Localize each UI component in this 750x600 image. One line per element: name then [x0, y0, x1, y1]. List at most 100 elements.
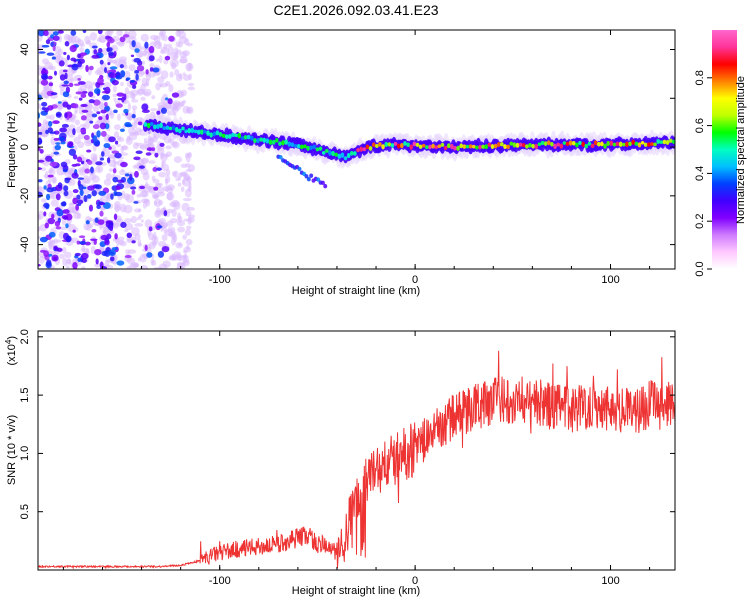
noise-speckle — [151, 240, 157, 247]
noise-speckle — [149, 108, 158, 112]
noise-blob — [61, 123, 69, 128]
noise-blob — [99, 59, 104, 65]
noise-blob — [57, 30, 64, 34]
noise-blob — [53, 245, 58, 251]
noise-speckle — [137, 208, 142, 213]
noise-blob — [115, 191, 123, 197]
noise-speckle — [127, 102, 132, 112]
noise-blob — [77, 177, 85, 180]
ridge-cell — [625, 141, 629, 148]
noise-blob — [104, 86, 111, 94]
noise-speckle — [149, 137, 156, 142]
noise-blob — [114, 140, 119, 145]
noise-blob — [57, 182, 63, 189]
ridge-cell — [647, 142, 651, 147]
ridge-cell — [268, 139, 273, 146]
noise-speckle — [79, 46, 84, 53]
noise-blob — [45, 204, 50, 210]
noise-blob — [161, 245, 170, 253]
ridge-cell — [218, 131, 223, 137]
noise-blob — [81, 109, 89, 113]
ridge-cell — [274, 138, 279, 143]
noise-blob — [85, 220, 90, 225]
noise-speckle — [89, 32, 98, 41]
noise-blob — [126, 232, 133, 239]
colorbar-tick-label: 0.6 — [694, 118, 706, 133]
noise-blob — [104, 66, 108, 74]
noise-speckle — [180, 186, 185, 193]
noise-speckle — [142, 183, 152, 193]
noise-blob — [62, 101, 69, 108]
noise-speckle — [126, 135, 131, 142]
noise-blob — [50, 92, 58, 96]
noise-blob — [97, 219, 105, 225]
ridge-cell — [234, 133, 238, 138]
noise-blob — [108, 249, 116, 256]
noise-blob — [80, 93, 87, 98]
ridge-cell — [287, 141, 292, 147]
noise-blob — [113, 51, 117, 57]
y-tick-label: 40 — [19, 43, 31, 55]
ridge-cell — [387, 142, 392, 147]
ridge-cell — [593, 140, 598, 146]
noise-blob — [111, 247, 118, 251]
noise-blob — [72, 154, 78, 160]
noise-speckle — [134, 223, 144, 227]
noise-speckle — [103, 178, 112, 186]
noise-blob — [71, 172, 79, 179]
noise-speckle — [103, 82, 112, 89]
noise-blob — [53, 151, 60, 155]
noise-blob — [135, 73, 139, 81]
ridge-cell — [628, 141, 632, 147]
noise-blob — [90, 166, 94, 174]
noise-speckle — [184, 228, 191, 236]
noise-speckle — [90, 153, 98, 162]
ridge-cell — [340, 152, 345, 158]
noise-blob — [145, 152, 152, 156]
noise-speckle — [185, 210, 192, 217]
noise-blob — [64, 177, 70, 184]
ridge-cell — [193, 129, 198, 134]
noise-speckle — [153, 266, 163, 269]
noise-blob — [72, 197, 78, 205]
ridge-cell — [224, 134, 229, 140]
ridge-cell — [321, 151, 326, 155]
noise-speckle — [164, 175, 171, 184]
noise-blob — [100, 109, 107, 114]
noise-blob — [95, 258, 99, 265]
noise-blob — [120, 221, 127, 229]
noise-speckle — [185, 168, 192, 173]
snr-x-tick-label: 0 — [412, 575, 418, 587]
colorbar-tick-label: 0.0 — [694, 261, 706, 276]
noise-speckle — [149, 63, 155, 69]
noise-blob — [53, 41, 57, 45]
ridge-cell — [500, 142, 504, 147]
ridge-cell — [546, 140, 551, 146]
noise-speckle — [172, 201, 181, 211]
noise-speckle — [186, 106, 194, 115]
noise-blob — [51, 213, 55, 219]
ridge-cell — [631, 139, 635, 145]
noise-blob — [149, 67, 154, 72]
ridge-cell — [390, 143, 395, 148]
branch-cell — [306, 176, 311, 182]
noise-speckle — [112, 93, 117, 98]
noise-speckle — [173, 170, 179, 179]
noise-speckle — [144, 219, 153, 229]
ridge-cell — [415, 142, 420, 147]
noise-speckle — [113, 131, 120, 138]
noise-blob — [84, 241, 91, 246]
noise-speckle — [69, 78, 78, 82]
x-tick-label: 0 — [412, 274, 418, 286]
noise-speckle — [120, 146, 125, 154]
noise-speckle — [48, 167, 56, 176]
noise-blob — [77, 61, 83, 68]
noise-blob — [87, 160, 93, 165]
noise-speckle — [129, 263, 139, 268]
noise-blob — [106, 157, 111, 164]
noise-speckle — [38, 226, 41, 232]
noise-speckle — [151, 95, 156, 100]
ridge-cell — [431, 143, 435, 149]
noise-speckle — [187, 86, 196, 91]
noise-blob — [51, 56, 56, 60]
